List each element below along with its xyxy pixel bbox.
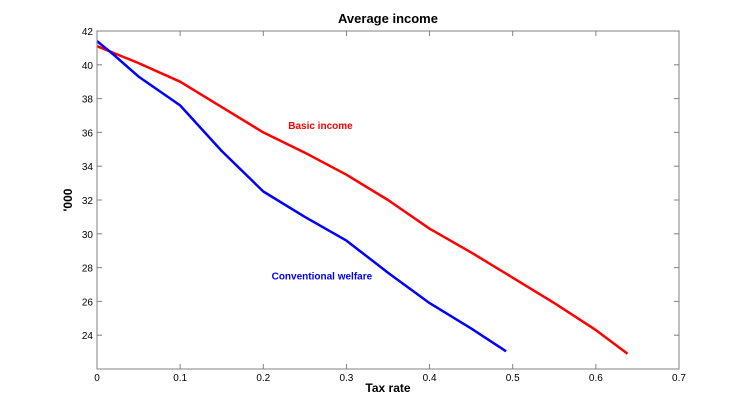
- x-axis-ticks: 0 0.1 0.2 0.3 0.4 0.5 0.6 0.7: [94, 31, 686, 384]
- annotations: Basic income Conventional welfare: [272, 121, 373, 282]
- y-axis-ticks: 24 26 28 30 32 34 36 38 40 42: [82, 27, 679, 342]
- y-tick-label: 36: [82, 128, 94, 139]
- y-tick-label: 28: [82, 264, 94, 275]
- y-tick-label: 42: [82, 27, 94, 38]
- annotation-basic-income: Basic income: [288, 121, 353, 132]
- annotation-conventional-welfare: Conventional welfare: [272, 271, 373, 282]
- series-line-basic-income: [96, 45, 629, 355]
- chart-title: Average income: [338, 11, 438, 26]
- x-tick-label: 0.1: [173, 373, 187, 384]
- y-axis-label: '000: [61, 188, 75, 211]
- x-axis-label: Tax rate: [365, 381, 410, 395]
- y-tick-label: 26: [82, 297, 94, 308]
- y-tick-label: 32: [82, 196, 94, 207]
- x-tick-label: 0.2: [256, 373, 270, 384]
- y-tick-label: 24: [82, 331, 94, 342]
- x-tick-label: 0: [94, 373, 100, 384]
- y-tick-label: 38: [82, 95, 94, 106]
- x-tick-label: 0.4: [423, 373, 437, 384]
- plot-frame: [96, 30, 680, 370]
- x-tick-label: 0.7: [672, 373, 686, 384]
- y-tick-label: 40: [82, 61, 94, 72]
- series-line-conventional-welfare: [96, 40, 507, 353]
- y-tick-label: 30: [82, 230, 94, 241]
- x-tick-label: 0.3: [339, 373, 353, 384]
- x-tick-label: 0.6: [589, 373, 603, 384]
- y-tick-label: 34: [82, 162, 94, 173]
- x-tick-label: 0.5: [506, 373, 520, 384]
- series-lines: [96, 40, 629, 355]
